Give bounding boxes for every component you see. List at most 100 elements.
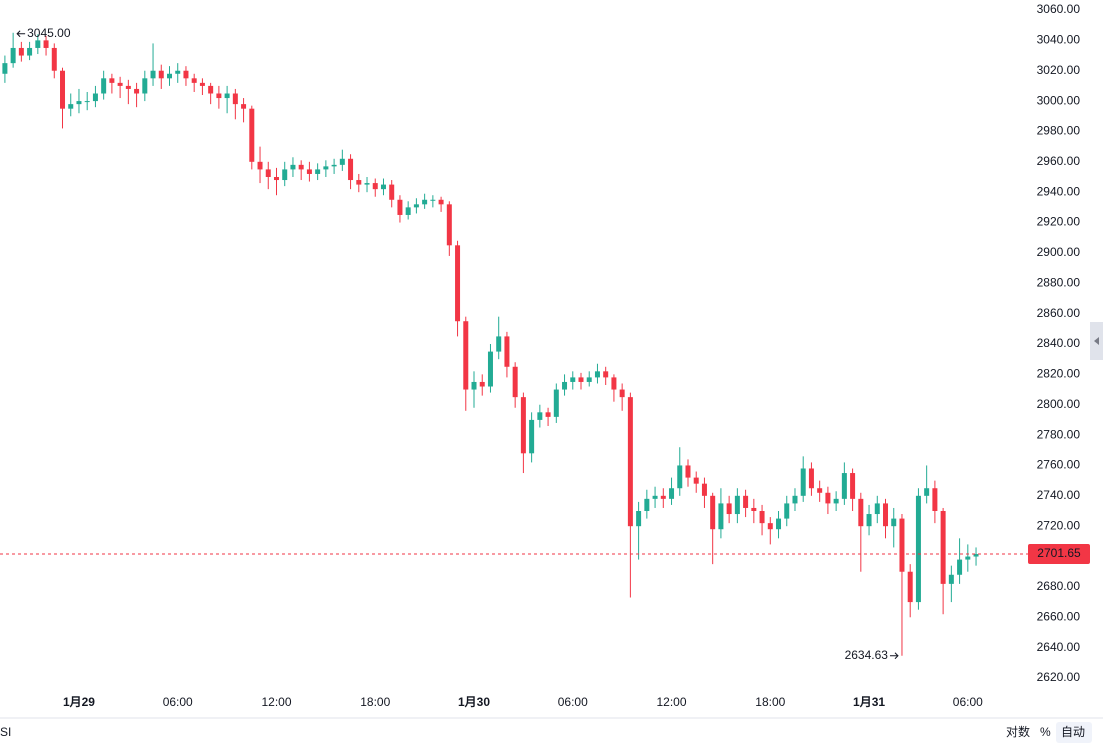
- candle-body: [265, 169, 271, 177]
- candle-body: [586, 377, 592, 382]
- candle-body: [636, 511, 642, 527]
- candle-body: [27, 47, 33, 56]
- x-tick-label: 06:00: [558, 695, 588, 709]
- candle-body: [973, 554, 979, 557]
- candle-body: [331, 164, 337, 167]
- auto-toggle-bg[interactable]: [1056, 722, 1092, 743]
- candle-body: [232, 93, 238, 105]
- candle-body: [833, 498, 839, 504]
- candle-body: [183, 70, 189, 79]
- candle-body: [685, 465, 691, 478]
- y-tick-label: 2960.00: [1037, 154, 1081, 168]
- candle-body: [60, 70, 66, 109]
- candle-body: [463, 321, 469, 390]
- candle-body: [520, 397, 526, 454]
- candle-body: [767, 523, 773, 530]
- candle-body: [43, 40, 49, 48]
- y-tick-label: 2660.00: [1037, 609, 1081, 623]
- y-tick-label: 2880.00: [1037, 275, 1081, 289]
- candle-body: [948, 574, 954, 584]
- candle-body: [726, 503, 732, 515]
- candle-body: [644, 498, 650, 511]
- y-tick-label: 2680.00: [1037, 579, 1081, 593]
- last-price-label: 2701.65: [1037, 546, 1081, 560]
- candle-body: [471, 381, 477, 390]
- candle-body: [677, 465, 683, 489]
- y-tick-label: 2780.00: [1037, 427, 1081, 441]
- candle-body: [957, 559, 963, 575]
- x-tick-label: 06:00: [953, 695, 983, 709]
- candle-body: [487, 351, 493, 387]
- y-tick-label: 2760.00: [1037, 458, 1081, 472]
- candle-body: [134, 88, 140, 94]
- candle-body: [553, 389, 559, 417]
- x-tick-label: 18:00: [755, 695, 785, 709]
- candle-body: [504, 336, 510, 367]
- candle-body: [76, 101, 82, 105]
- candle-body: [743, 495, 749, 508]
- y-tick-label: 2940.00: [1037, 184, 1081, 198]
- candle-body: [389, 184, 395, 200]
- candle-body: [10, 47, 16, 64]
- y-tick-label: 2640.00: [1037, 640, 1081, 654]
- candle-body: [932, 488, 938, 511]
- candle-body: [776, 518, 782, 530]
- x-tick-label: 1月30: [458, 695, 490, 709]
- candle-body: [51, 47, 57, 71]
- y-tick-label: 2620.00: [1037, 670, 1081, 684]
- candle-body: [397, 199, 403, 215]
- candle-body: [808, 468, 814, 489]
- candle-body: [693, 477, 699, 484]
- y-tick-label: 2840.00: [1037, 336, 1081, 350]
- x-tick-label: 12:00: [261, 695, 291, 709]
- candle-body: [372, 183, 378, 190]
- candle-body: [850, 473, 856, 499]
- candle-body: [101, 78, 107, 94]
- candle-body: [290, 164, 296, 170]
- x-tick-label: 1月31: [853, 695, 885, 709]
- candle-body: [208, 85, 214, 94]
- candle-body: [224, 93, 230, 99]
- candle-body: [627, 397, 633, 527]
- candle-body: [339, 158, 345, 165]
- candle-body: [175, 70, 181, 74]
- candle-body: [619, 389, 625, 398]
- candle-body: [841, 473, 847, 499]
- candle-body: [430, 199, 436, 201]
- candle-body: [792, 495, 798, 504]
- candle-body: [167, 73, 172, 79]
- candle-body: [364, 183, 370, 185]
- candle-body: [380, 184, 386, 190]
- y-tick-label: 2860.00: [1037, 306, 1081, 320]
- candle-body: [562, 381, 568, 390]
- candle-body: [669, 488, 675, 499]
- y-tick-label: 2820.00: [1037, 367, 1081, 381]
- candle-body: [438, 199, 444, 205]
- auto-toggle[interactable]: 自动: [1061, 725, 1085, 739]
- candle-body: [348, 158, 354, 181]
- percent-toggle[interactable]: %: [1040, 725, 1051, 739]
- candle-body: [784, 503, 790, 519]
- y-tick-label: 3040.00: [1037, 33, 1081, 47]
- candle-body: [512, 366, 518, 398]
- candle-body: [570, 377, 576, 382]
- candle-body: [611, 377, 617, 390]
- candle-body: [907, 571, 913, 603]
- log-toggle[interactable]: 对数: [1006, 724, 1030, 739]
- candle-body: [273, 177, 279, 181]
- candle-body: [496, 336, 502, 352]
- candle-body: [578, 377, 584, 382]
- candle-body: [323, 166, 329, 170]
- candle-body: [158, 70, 164, 79]
- candle-body: [150, 70, 156, 79]
- x-tick-label: 06:00: [163, 695, 193, 709]
- candle-body: [594, 371, 600, 378]
- candle-body: [413, 204, 419, 208]
- low-label: 2634.63: [845, 648, 889, 662]
- candle-body: [660, 495, 666, 499]
- y-tick-label: 2740.00: [1037, 488, 1081, 502]
- candle-body: [817, 488, 823, 493]
- candle-body: [891, 518, 897, 527]
- y-tick-label: 2920.00: [1037, 215, 1081, 229]
